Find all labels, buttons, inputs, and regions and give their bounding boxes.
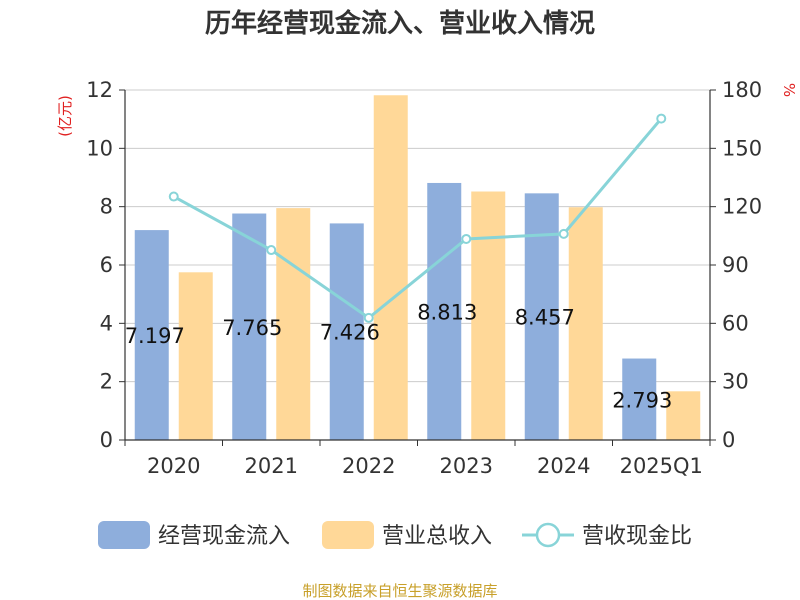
gridlines <box>125 89 710 383</box>
bar-cash-inflow <box>622 358 657 440</box>
data-label: 8.813 <box>417 300 477 324</box>
data-label: 7.426 <box>320 321 380 345</box>
bars <box>134 95 701 440</box>
legend-swatch <box>98 521 150 549</box>
y-right-unit: % <box>780 83 798 97</box>
x-tick-label: 2023 <box>440 454 493 478</box>
y-left-tick-label: 10 <box>86 136 113 160</box>
x-tick-label: 2022 <box>342 454 395 478</box>
y-left-tick-label: 12 <box>86 78 113 102</box>
y-left-tick-label: 4 <box>100 311 113 335</box>
y-left-tick-label: 8 <box>100 195 113 219</box>
legend: 经营现金流入 营业总收入 营收现金比 <box>98 521 692 549</box>
ratio-line-path <box>173 117 663 320</box>
y-right-tick-label: 90 <box>722 253 749 277</box>
data-label: 7.197 <box>125 324 185 348</box>
y-right-tick-label: 0 <box>722 428 735 452</box>
ratio-point <box>656 113 667 124</box>
ratio-point <box>266 245 277 256</box>
legend-swatch <box>322 521 374 549</box>
x-tick-label: 2020 <box>147 454 200 478</box>
y-right-tick-label: 30 <box>722 370 749 394</box>
legend-label: 营收现金比 <box>582 524 692 549</box>
legend-label: 营业总收入 <box>382 524 492 549</box>
bar-cash-inflow <box>134 230 169 440</box>
bar-revenue <box>276 208 311 440</box>
bar-revenue <box>568 207 603 440</box>
y-right-tick-label: 60 <box>722 311 749 335</box>
data-label: 8.457 <box>515 306 575 330</box>
y-right-tick-label: 120 <box>722 195 762 219</box>
data-labels: 7.197 7.765 7.426 8.813 8.457 2.793 <box>125 300 673 412</box>
source-note: 制图数据来自恒生聚源数据库 <box>302 582 497 600</box>
bar-cash-inflow <box>427 182 462 440</box>
y-left-tick-label: 6 <box>100 253 113 277</box>
y-left-tick-label: 2 <box>100 370 113 394</box>
bar-revenue <box>471 191 506 440</box>
x-tick-label: 2021 <box>245 454 298 478</box>
y-left-tick-label: 0 <box>100 428 113 452</box>
ratio-point <box>363 312 374 323</box>
bar-cash-inflow <box>329 223 364 440</box>
x-tick-label: 2024 <box>537 454 590 478</box>
y-right-tick-label: 180 <box>722 78 762 102</box>
ratio-line <box>168 113 667 323</box>
x-tick-label: 2025Q1 <box>620 454 703 478</box>
data-label: 7.765 <box>222 316 282 340</box>
bar-cash-inflow <box>232 213 267 440</box>
y-right-tick-label: 150 <box>722 136 762 160</box>
bar-revenue <box>666 391 701 440</box>
chart-title: 历年经营现金流入、营业收入情况 <box>205 8 595 39</box>
bar-revenue <box>373 95 408 440</box>
y-left-unit: (亿元) <box>56 95 74 137</box>
legend-marker <box>535 522 561 548</box>
ratio-point <box>168 191 179 202</box>
ratio-point <box>461 233 472 244</box>
legend-label: 经营现金流入 <box>158 524 290 549</box>
ratio-point <box>558 228 569 239</box>
bar-revenue <box>178 272 213 440</box>
data-label: 2.793 <box>612 388 672 412</box>
